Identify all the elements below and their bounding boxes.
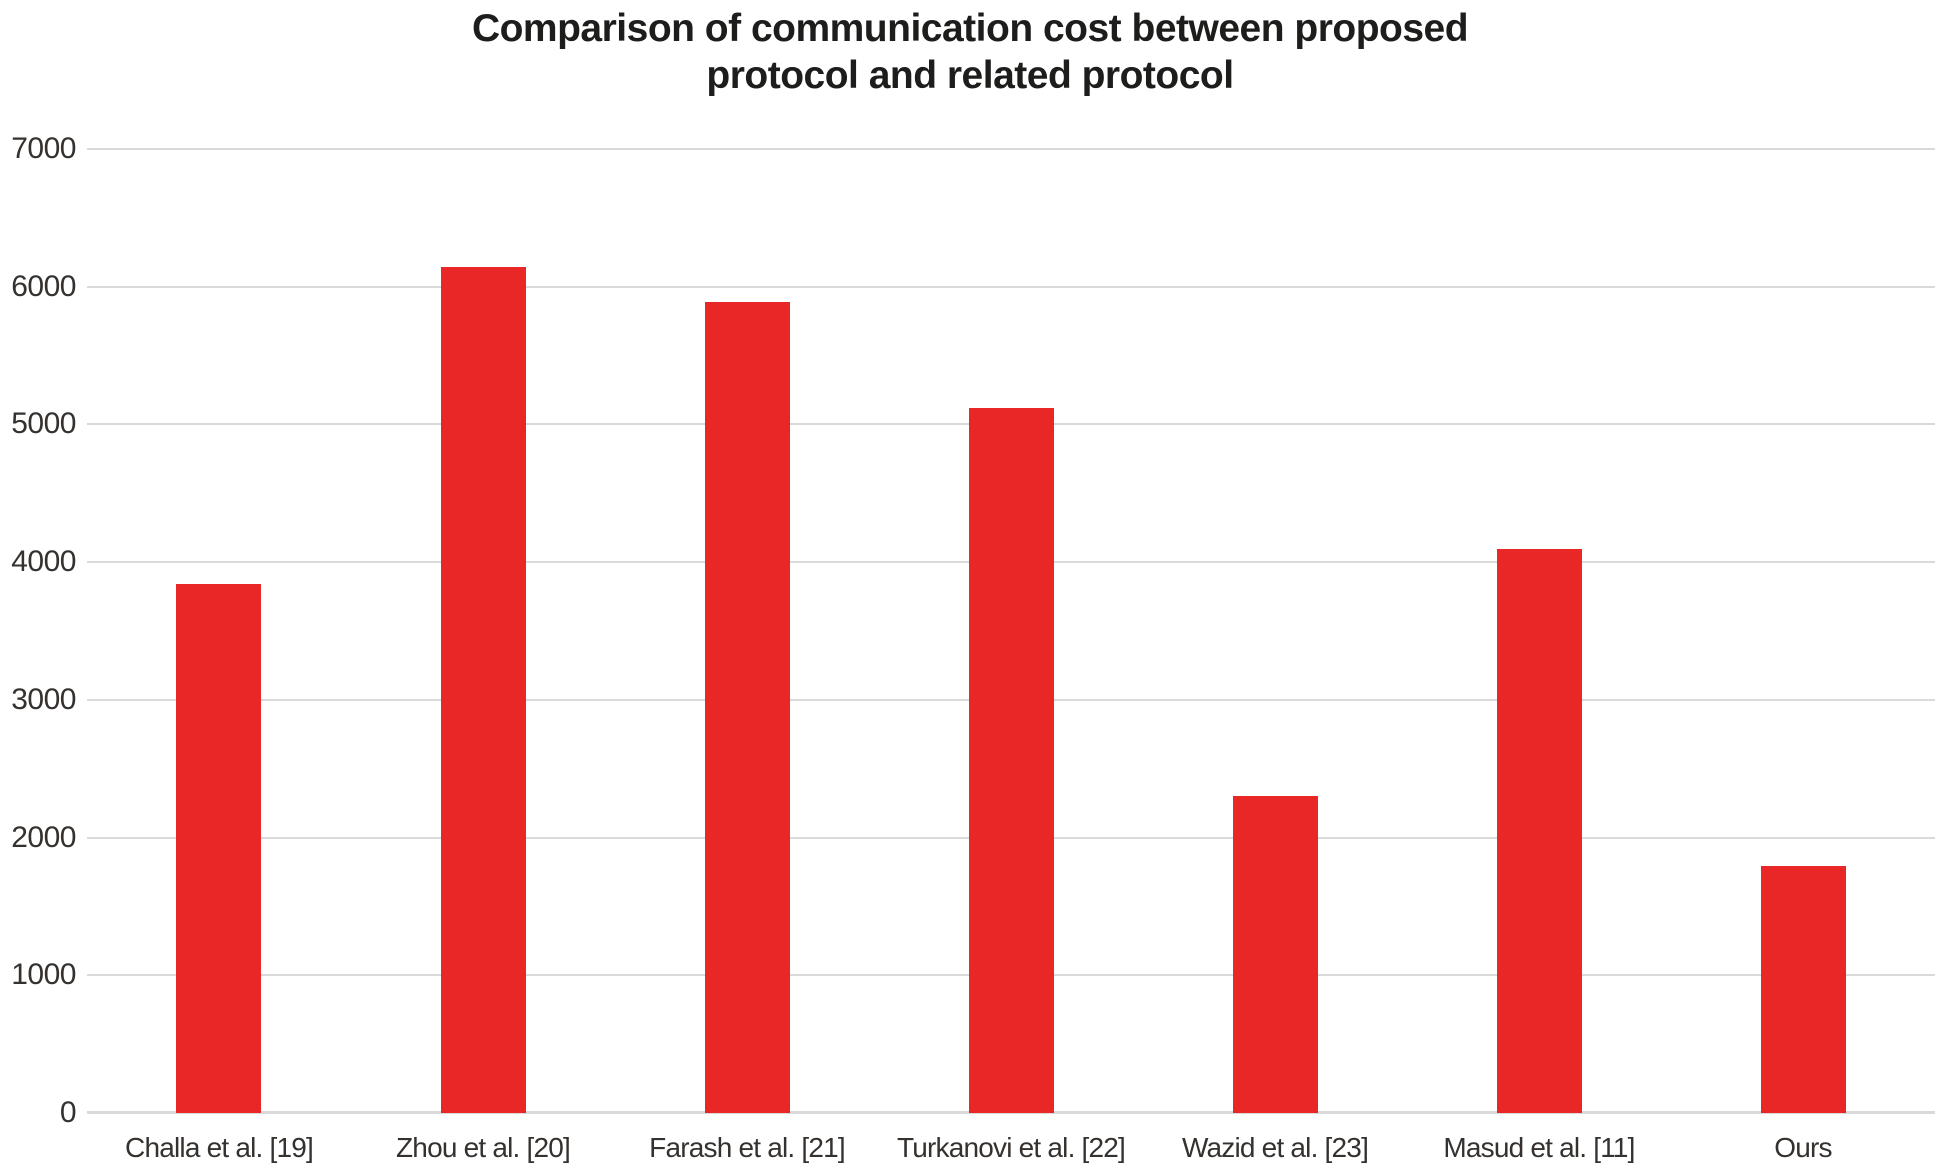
x-category-label: Farash et al. [21]: [649, 1132, 846, 1163]
bar-3: [704, 302, 790, 1113]
plot-area: [87, 148, 1935, 1114]
bar-2: [440, 266, 526, 1113]
chart-title: Comparison of communication cost between…: [0, 5, 1940, 99]
bar-5: [1232, 795, 1318, 1113]
x-category-label: Ours: [1774, 1132, 1832, 1163]
y-tick-label: 4000: [11, 545, 76, 579]
gridline: [87, 148, 1935, 150]
gridline: [87, 285, 1935, 288]
bar-6: [1496, 548, 1582, 1113]
y-tick-label: 0: [59, 1096, 77, 1129]
y-tick-label: 3000: [11, 682, 76, 716]
x-category-label: Challa et al. [19]: [125, 1132, 314, 1163]
y-tick-label: 2000: [11, 820, 76, 854]
y-tick-label: 7000: [11, 132, 76, 165]
chart-title-line-1: Comparison of communication cost between…: [471, 7, 1469, 50]
bar-7: [1760, 866, 1846, 1113]
chart-title-line-2: protocol and related protocol: [706, 54, 1234, 97]
x-category-label: Zhou et al. [20]: [396, 1132, 571, 1163]
y-tick-label: 5000: [11, 407, 76, 441]
x-axis: Challa et al. [19] Zhou et al. [20] Farash…: [87, 1128, 1935, 1172]
y-tick-label: 1000: [11, 958, 76, 992]
bar-1: [176, 584, 262, 1113]
y-axis: 0 1000 2000 3000 4000 5000 6000 7000: [0, 134, 76, 1128]
bar-4: [968, 407, 1054, 1113]
x-category-label: Masud et al. [11]: [1443, 1132, 1635, 1163]
x-category-label: Wazid et al. [23]: [1181, 1132, 1369, 1163]
y-tick-label: 6000: [11, 269, 76, 303]
x-category-label: Turkanovi et al. [22]: [896, 1132, 1126, 1163]
